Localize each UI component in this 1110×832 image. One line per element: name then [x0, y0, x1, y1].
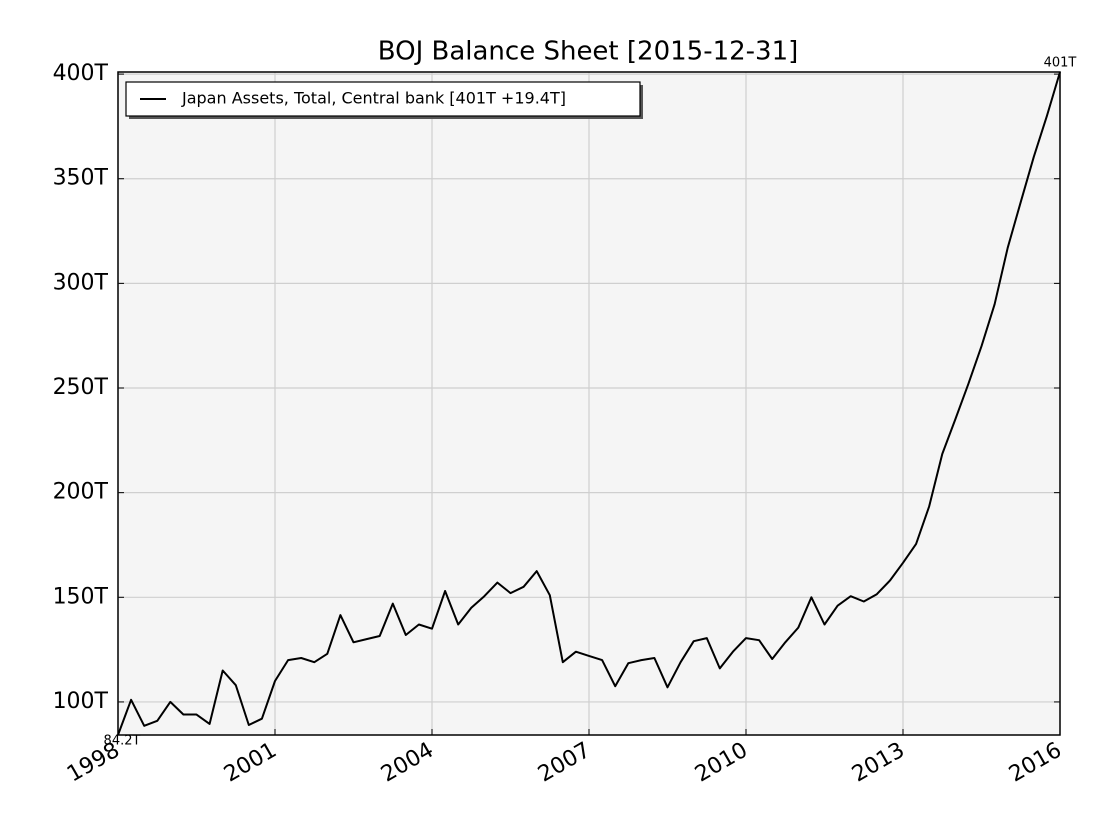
legend-box — [125, 81, 641, 117]
x-tick-label: 2007 — [534, 738, 595, 788]
data-line — [117, 71, 1061, 736]
chart-title: BOJ Balance Sheet [2015-12-31] — [378, 37, 799, 67]
x-tick-label: 2004 — [377, 738, 438, 788]
y-tick-label: 100T — [53, 689, 109, 714]
y-tick-label: 350T — [53, 166, 109, 191]
x-tick-label: 2013 — [848, 738, 909, 788]
y-tick-label: 250T — [53, 375, 109, 400]
y-tick-label: 300T — [53, 270, 109, 295]
y-tick-label: 200T — [53, 480, 109, 505]
annotation: 84.2T — [104, 734, 141, 749]
legend: Japan Assets, Total, Central bank [401T … — [125, 81, 643, 119]
x-tick-label: 2010 — [691, 738, 752, 788]
x-tick-label: 2016 — [1005, 738, 1066, 788]
x-tick-label: 2001 — [220, 738, 281, 788]
annotation: 401T — [1044, 56, 1077, 71]
y-tick-label: 400T — [53, 61, 109, 86]
y-tick-label: 150T — [53, 584, 109, 609]
legend-label: Japan Assets, Total, Central bank [401T … — [181, 89, 566, 108]
plot-frame — [117, 71, 1061, 736]
